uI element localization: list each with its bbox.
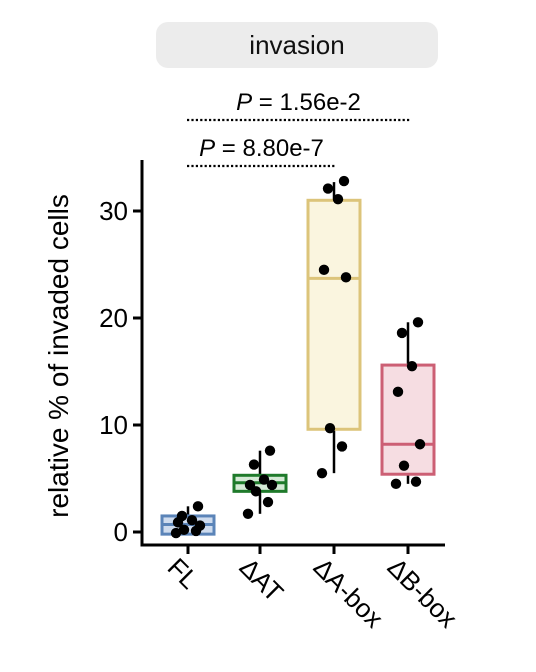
data-point-1-4	[244, 479, 256, 491]
data-point-3-5	[406, 360, 418, 372]
x-tick-label-0: FL	[162, 552, 205, 595]
data-point-1-0	[242, 508, 254, 520]
data-point-1-6	[248, 459, 260, 470]
data-point-0-7	[192, 501, 204, 512]
data-point-3-3	[414, 439, 426, 450]
data-point-2-4	[318, 264, 330, 276]
y-tick-label-20: 20	[99, 303, 128, 333]
y-tick-label-30: 30	[99, 196, 128, 226]
data-point-2-3	[340, 272, 352, 283]
data-point-3-7	[412, 317, 424, 328]
data-point-2-1	[336, 441, 348, 452]
significance-label-0: P = 1.56e-2	[236, 89, 361, 116]
data-point-0-3	[194, 520, 206, 531]
data-point-0-2	[178, 524, 190, 536]
data-point-1-5	[258, 474, 270, 485]
y-tick-label-0: 0	[114, 517, 128, 547]
data-point-2-7	[338, 175, 350, 187]
data-point-2-0	[316, 467, 328, 479]
data-point-1-3	[266, 479, 278, 491]
data-point-0-5	[186, 515, 198, 526]
x-tick-label-3: ΔB-box	[382, 552, 464, 634]
data-point-0-6	[176, 510, 188, 522]
data-point-2-6	[322, 183, 334, 194]
y-axis-label: relative % of invaded cells	[43, 194, 74, 518]
y-tick-label-10: 10	[99, 410, 128, 440]
data-point-1-1	[262, 496, 274, 508]
data-point-3-6	[396, 327, 408, 339]
data-point-1-7	[264, 445, 276, 456]
data-point-2-5	[332, 194, 344, 205]
significance-label-1: P = 8.80e-7	[199, 135, 324, 162]
data-point-3-2	[398, 460, 410, 471]
data-point-3-0	[390, 478, 402, 490]
box-2	[306, 198, 362, 431]
x-tick-label-2: ΔA-box	[308, 552, 390, 634]
data-point-3-4	[392, 386, 404, 398]
data-point-2-2	[324, 423, 336, 434]
panel-title: invasion	[156, 22, 438, 68]
x-tick-label-1: ΔAT	[234, 552, 290, 608]
box-3	[380, 363, 436, 476]
data-point-3-1	[410, 476, 422, 487]
data-point-0-0	[170, 527, 182, 539]
